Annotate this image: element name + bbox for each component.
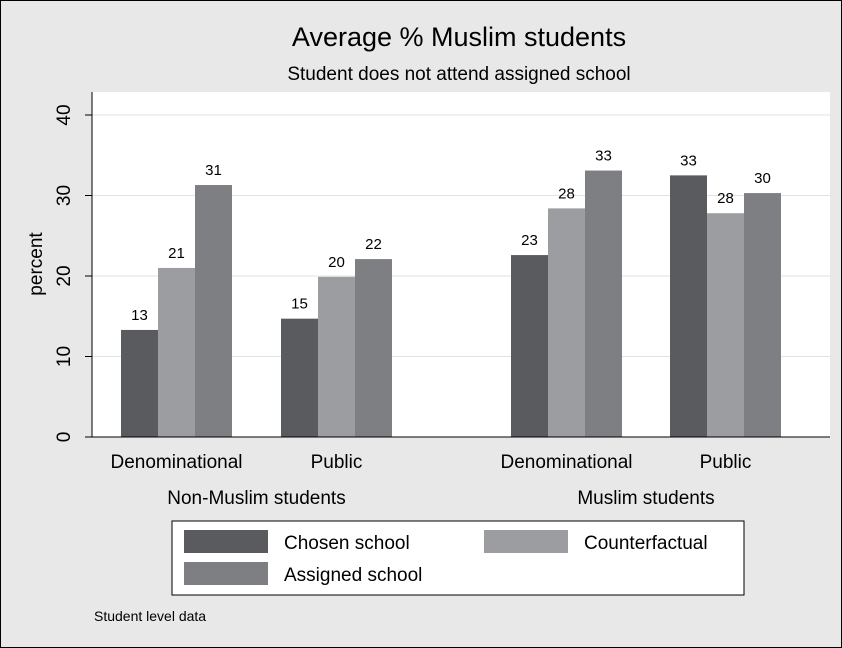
bar bbox=[281, 318, 318, 437]
x-category-label: Denominational bbox=[110, 452, 242, 473]
y-ticks: 0 10 20 30 40 bbox=[54, 104, 92, 442]
bar-value-label: 28 bbox=[717, 190, 734, 207]
x-category-label: Public bbox=[700, 452, 752, 473]
bar bbox=[744, 193, 781, 437]
chart-note: Student level data bbox=[94, 608, 206, 624]
legend-swatch bbox=[184, 562, 268, 585]
bar-value-label: 13 bbox=[131, 307, 148, 324]
y-tick-label: 20 bbox=[54, 265, 75, 286]
x-group-label: Muslim students bbox=[577, 488, 714, 509]
chart-subtitle: Student does not attend assigned school bbox=[287, 64, 630, 85]
y-tick-label: 0 bbox=[54, 432, 75, 443]
bar bbox=[318, 276, 355, 437]
x-category-label: Denominational bbox=[500, 452, 632, 473]
bar bbox=[585, 170, 622, 438]
value-labels: 13 21 31 15 20 22 23 28 33 33 28 30 bbox=[131, 148, 771, 324]
y-tick-label: 30 bbox=[54, 185, 75, 206]
bar-value-label: 33 bbox=[595, 148, 612, 165]
legend-swatch bbox=[484, 530, 568, 553]
bar bbox=[670, 175, 707, 437]
bar-value-label: 31 bbox=[205, 162, 222, 179]
bar-value-label: 33 bbox=[680, 152, 697, 169]
x-category-labels: Denominational Public Non-Muslim students D… bbox=[110, 452, 751, 509]
bar-value-label: 15 bbox=[291, 296, 308, 313]
bar-value-label: 28 bbox=[558, 185, 575, 202]
bar-value-label: 21 bbox=[168, 245, 185, 262]
legend-label: Chosen school bbox=[284, 533, 410, 554]
bar-value-label: 20 bbox=[328, 254, 345, 271]
legend-swatch bbox=[184, 530, 268, 553]
bar bbox=[158, 267, 195, 437]
x-category-label: Public bbox=[311, 452, 363, 473]
bar-value-label: 22 bbox=[365, 236, 382, 253]
bar-value-label: 30 bbox=[754, 170, 771, 187]
legend-label: Assigned school bbox=[284, 565, 422, 586]
chart-title: Average % Muslim students bbox=[292, 22, 626, 52]
y-axis-label: percent bbox=[26, 232, 47, 296]
y-tick-label: 40 bbox=[54, 104, 75, 125]
bar bbox=[195, 185, 232, 437]
bar bbox=[355, 259, 392, 437]
y-tick-label: 10 bbox=[54, 346, 75, 367]
bar bbox=[121, 329, 158, 437]
bar bbox=[511, 255, 548, 437]
bar bbox=[548, 208, 585, 437]
x-group-label: Non-Muslim students bbox=[167, 488, 345, 509]
bars bbox=[121, 170, 781, 438]
bar-value-label: 23 bbox=[521, 232, 538, 249]
bar bbox=[707, 213, 744, 437]
legend-label: Counterfactual bbox=[584, 533, 708, 554]
legend: Chosen school Counterfactual Assigned scho… bbox=[184, 530, 708, 586]
